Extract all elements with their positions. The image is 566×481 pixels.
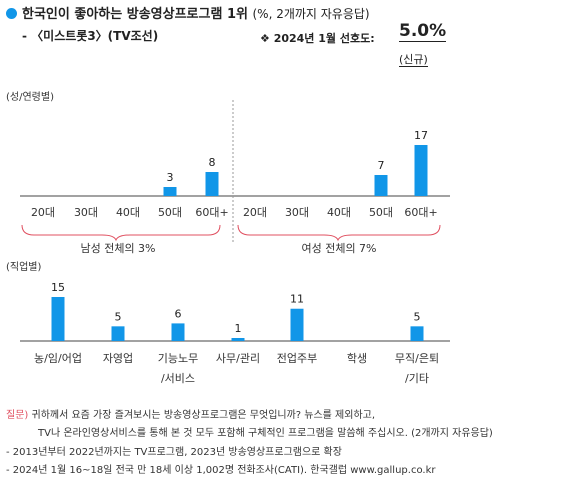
question-line-2: TV나 온라인영상서비스를 통해 본 것 모두 포함해 구체적인 프로그램을 말… bbox=[38, 428, 493, 439]
question-label: 질문) bbox=[6, 410, 29, 421]
tick-label: 60대+ bbox=[404, 206, 437, 219]
bar bbox=[231, 338, 245, 341]
footnote-survey: - 2024년 1월 16~18일 전국 만 18세 이상 1,002명 전화조… bbox=[6, 465, 436, 476]
group-brace-male bbox=[21, 224, 221, 242]
tick-label: 학생 bbox=[347, 352, 367, 365]
tick-label: 30대 bbox=[74, 206, 98, 219]
tick-label: 농/임/어업 bbox=[34, 352, 82, 365]
page-title: 한국인이 좋아하는 방송영상프로그램 1위 (%, 2개까지 자유응답) bbox=[22, 3, 370, 22]
bar bbox=[163, 187, 177, 196]
section-label-occupation: (직업별) bbox=[6, 262, 42, 273]
tick-label: 기능노무 bbox=[158, 352, 198, 365]
bar bbox=[111, 326, 125, 341]
tick-label: /기타 bbox=[405, 372, 429, 385]
bar bbox=[171, 323, 185, 341]
title-text: 한국인이 좋아하는 방송영상프로그램 1위 bbox=[22, 7, 248, 22]
bar bbox=[51, 297, 65, 341]
tick-label: /서비스 bbox=[161, 372, 195, 385]
tick-label: 사무/관리 bbox=[216, 352, 260, 365]
bar bbox=[414, 145, 428, 196]
tick-label: 40대 bbox=[116, 206, 140, 219]
tick-label: 무직/은퇴 bbox=[395, 352, 439, 365]
tick-label: 60대+ bbox=[195, 206, 228, 219]
section-label-gender-age: (성/연령별) bbox=[6, 92, 54, 103]
question-line-1: 귀하께서 요즘 가장 즐겨보시는 방송영상프로그램은 무엇입니까? 뉴스를 제외… bbox=[31, 410, 376, 421]
preference-note: (신규) bbox=[399, 53, 428, 67]
data-label: 5 bbox=[115, 310, 122, 323]
bar bbox=[290, 308, 304, 341]
data-label: 3 bbox=[167, 171, 174, 184]
tick-label: 20대 bbox=[31, 206, 55, 219]
tick-label: 20대 bbox=[243, 206, 267, 219]
group-label-female: 여성 전체의 7% bbox=[301, 242, 376, 255]
tick-label: 40대 bbox=[327, 206, 351, 219]
data-label: 5 bbox=[414, 310, 421, 323]
tick-label: 전업주부 bbox=[277, 352, 317, 365]
title-note: (%, 2개까지 자유응답) bbox=[252, 7, 370, 21]
bar bbox=[410, 326, 424, 341]
chart-gender-age: 남성 전체의 3% 여성 전체의 7% 20대 30대 40대 50대 3 60대+ 8 20… bbox=[20, 100, 450, 255]
title-bullet-icon bbox=[6, 8, 17, 19]
question-text: 질문) 귀하께서 요즘 가장 즐겨보시는 방송영상프로그램은 무엇입니까? 뉴스… bbox=[6, 406, 375, 421]
data-label: 6 bbox=[175, 307, 182, 320]
group-label-male: 남성 전체의 3% bbox=[80, 242, 155, 255]
tick-label: 30대 bbox=[285, 206, 309, 219]
program-name: - 〈미스트롯3〉(TV조선) bbox=[22, 29, 159, 43]
bar bbox=[205, 172, 219, 196]
tick-label: 50대 bbox=[158, 206, 182, 219]
tick-label: 자영업 bbox=[103, 352, 133, 365]
data-label: 7 bbox=[378, 159, 385, 172]
preference-label: ❖ 2024년 1월 선호도: bbox=[260, 32, 375, 45]
data-label: 8 bbox=[209, 156, 216, 169]
data-label: 11 bbox=[290, 293, 304, 306]
tick-label: 50대 bbox=[369, 206, 393, 219]
data-label: 1 bbox=[235, 322, 242, 335]
chart-occupation: 농/임/어업 15 자영업 5 기능노무/서비스 6 사무/관리 1 전업주부 11 학생 무직/은퇴… bbox=[20, 281, 450, 385]
data-label: 17 bbox=[414, 129, 428, 142]
footnote-scope: - 2013년부터 2022년까지는 TV프로그램, 2023년 방송영상프로그… bbox=[6, 447, 342, 458]
preference-value: 5.0% bbox=[399, 21, 447, 42]
group-brace-female bbox=[237, 224, 441, 242]
bar bbox=[374, 175, 388, 196]
data-label: 15 bbox=[51, 281, 65, 294]
